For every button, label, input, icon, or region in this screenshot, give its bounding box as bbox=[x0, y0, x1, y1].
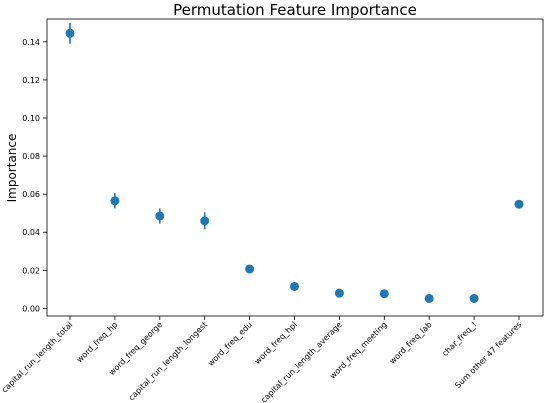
data-point bbox=[469, 293, 479, 303]
x-tick-label: word_freq_lab bbox=[388, 320, 434, 366]
data-point bbox=[245, 264, 255, 274]
x-tick-label: capital_run_length_average bbox=[259, 320, 344, 403]
x-tick-label: word_freq_hpl bbox=[253, 320, 299, 366]
chart-title: Permutation Feature Importance bbox=[173, 1, 417, 19]
y-tick-label: 0.12 bbox=[22, 76, 40, 85]
x-tick-label: char_freq_! bbox=[440, 320, 478, 358]
data-point bbox=[424, 293, 434, 303]
y-axis-ticks: 0.00 0.02 0.04 0.06 0.08 0.10 0.12 0.14 bbox=[22, 38, 47, 313]
x-tick-label: word_freq_hp bbox=[75, 320, 119, 364]
data-point bbox=[290, 281, 299, 291]
y-tick-label: 0.00 bbox=[22, 304, 40, 313]
data-point bbox=[379, 289, 389, 299]
y-tick-label: 0.02 bbox=[22, 266, 40, 275]
data-point bbox=[110, 196, 120, 206]
data-points bbox=[65, 22, 524, 303]
x-axis-ticks: capital_run_length_total word_freq_hp word… bbox=[0, 316, 523, 403]
data-point bbox=[514, 199, 524, 209]
x-tick-label: capital_run_length_longest bbox=[127, 320, 209, 402]
y-tick-label: 0.10 bbox=[22, 114, 40, 123]
data-point bbox=[334, 288, 344, 298]
y-tick-label: 0.14 bbox=[22, 38, 40, 47]
plot-frame bbox=[46, 18, 544, 317]
y-tick-label: 0.08 bbox=[22, 152, 40, 161]
data-point bbox=[155, 211, 165, 221]
data-point bbox=[65, 28, 75, 38]
y-axis-label: Importance bbox=[5, 134, 19, 203]
data-point bbox=[200, 216, 210, 226]
y-tick-label: 0.06 bbox=[22, 190, 40, 199]
x-tick-label: capital_run_length_total bbox=[0, 320, 74, 394]
y-tick-label: 0.04 bbox=[22, 228, 40, 237]
x-tick-label: word_freq_edu bbox=[206, 320, 254, 368]
